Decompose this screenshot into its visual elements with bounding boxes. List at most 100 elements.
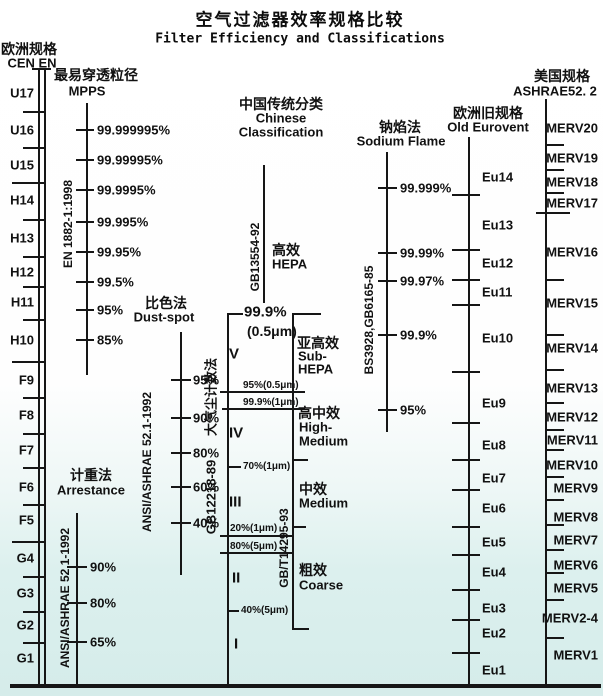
sodium-flame-header: Sodium Flame [356,133,446,149]
merv-header: 美国规格 [534,68,590,84]
dust-spot-tick [171,522,191,524]
arrestance-label: 65% [90,634,117,650]
cen-en-rule [32,68,51,70]
eurovent-label: Eu7 [482,470,506,486]
cen-en-tick [23,504,45,506]
mpps-label: 85% [97,332,124,348]
merv-label: MERV17 [546,195,598,211]
gbt14295-label: 中效 [299,481,327,497]
gbt14295-rule [292,628,309,630]
mpps-label: 99.5% [97,274,134,290]
cen-en-tick [12,541,45,543]
gb13554-label: 99.9% [244,303,287,321]
gbt14295-rule [292,313,321,315]
cen-en-tick [12,182,45,184]
dust-spot-tick [171,452,191,454]
eurovent-label: Eu11 [482,284,513,300]
dust-spot-header: 比色法 [145,295,187,311]
gb13554-axis-line [263,165,265,303]
cen-en-tick [23,319,45,321]
cen-en-label: F7 [18,442,34,458]
merv-tick [545,169,564,171]
cen-en-tick [23,286,45,288]
sodium-flame-tick [378,252,397,254]
eurovent-tick [452,249,480,251]
gb13554-header: Classification [238,124,324,140]
cen-en-label: F8 [18,407,34,423]
eurovent-label: Eu14 [482,169,514,185]
merv-tick [545,449,564,451]
cen-en-label: F6 [18,479,34,495]
eurovent-label: Eu4 [482,564,506,580]
dust-spot-label: 60% [193,479,220,495]
merv-label: MERV13 [546,380,598,396]
merv-tick [536,212,570,214]
merv-axis-line [545,99,547,684]
arrestance-header: Arrestance [57,482,125,498]
mpps-label: 99.99995% [97,152,163,168]
merv-label: MERV18 [546,174,598,190]
merv-tick [545,429,564,431]
cen-en-label: U16 [10,122,34,138]
cen-en-header: CEN EN [7,55,57,71]
merv-label: MERV1 [553,647,598,663]
merv-label: MERV6 [553,557,598,573]
mpps-header: 最易穿透粒径 [54,67,138,83]
dust-count-label: IV [229,424,244,442]
cen-en-header: 欧洲规格 [1,41,57,57]
gb13554-header: Chinese [255,110,307,126]
gb13554-header: 中国传统分类 [239,96,323,112]
eurovent-label: Eu12 [482,255,514,271]
sodium-flame-tick [378,187,397,189]
mpps-header: MPPS [68,83,106,99]
dust-spot-tick [171,379,191,381]
merv-tick [545,572,564,574]
mpps-label: 99.95% [97,244,142,260]
eurovent-tick [452,619,480,621]
mpps-label: 95% [97,302,124,318]
cen-en-label: H11 [10,294,34,310]
eurovent-tick [452,554,480,556]
cen-en-tick [23,111,45,113]
eurovent-tick [452,459,480,461]
dust-spot-vertical-label: ANSI/ASHRAE 52.1-1992 [140,391,154,533]
gbt14295-tick [292,526,306,528]
eurovent-label: Eu8 [482,437,506,453]
merv-label: MERV10 [546,457,598,473]
merv-header: ASHRAE52. 2 [513,83,597,99]
gbt14295-label: Coarse [299,577,344,593]
dust-count-vertical-label: 大气尘计数法 [203,357,219,437]
merv-tick [545,144,564,146]
merv-label: MERV19 [546,150,598,166]
dust-count-label: III [229,493,242,511]
cen-en-tick [23,433,45,435]
dust-count-small-label: 80%(5μm) [230,541,278,552]
merv-label: MERV12 [546,409,598,425]
dust-count-small-label: 95%(0.5μm) [243,380,299,391]
gbt14295-label: Medium [299,495,349,511]
eurovent-tick [452,526,480,528]
mpps-label: 99.999995% [97,122,171,138]
gbt14295-label: 亚高效 [297,335,339,351]
eurovent-tick [452,652,480,654]
sodium-flame-label: 95% [400,402,427,418]
mpps-tick [76,221,94,223]
dust-spot-label: 40% [193,515,220,531]
gbt14295-label: 粗效 [299,562,327,578]
cen-en-label: H12 [10,264,34,280]
arrestance-tick [67,566,87,568]
merv-label: MERV20 [546,120,598,136]
dust-count-connector [220,552,292,554]
eurovent-label: Eu5 [482,534,506,550]
sodium-flame-header: 钠焰法 [379,119,421,135]
mpps-label: 99.9995% [97,182,156,198]
cen-en-tick [23,642,45,644]
eurovent-header: Old Eurovent [447,119,529,135]
arrestance-header: 计重法 [70,467,112,483]
cen-en-tick [23,147,45,149]
eurovent-tick [452,279,480,281]
cen-en-vertical-label: EN 1882-1:1998 [61,179,75,269]
eurovent-label: Eu1 [482,662,506,678]
merv-label: MERV11 [546,432,598,448]
arrestance-tick [67,641,87,643]
